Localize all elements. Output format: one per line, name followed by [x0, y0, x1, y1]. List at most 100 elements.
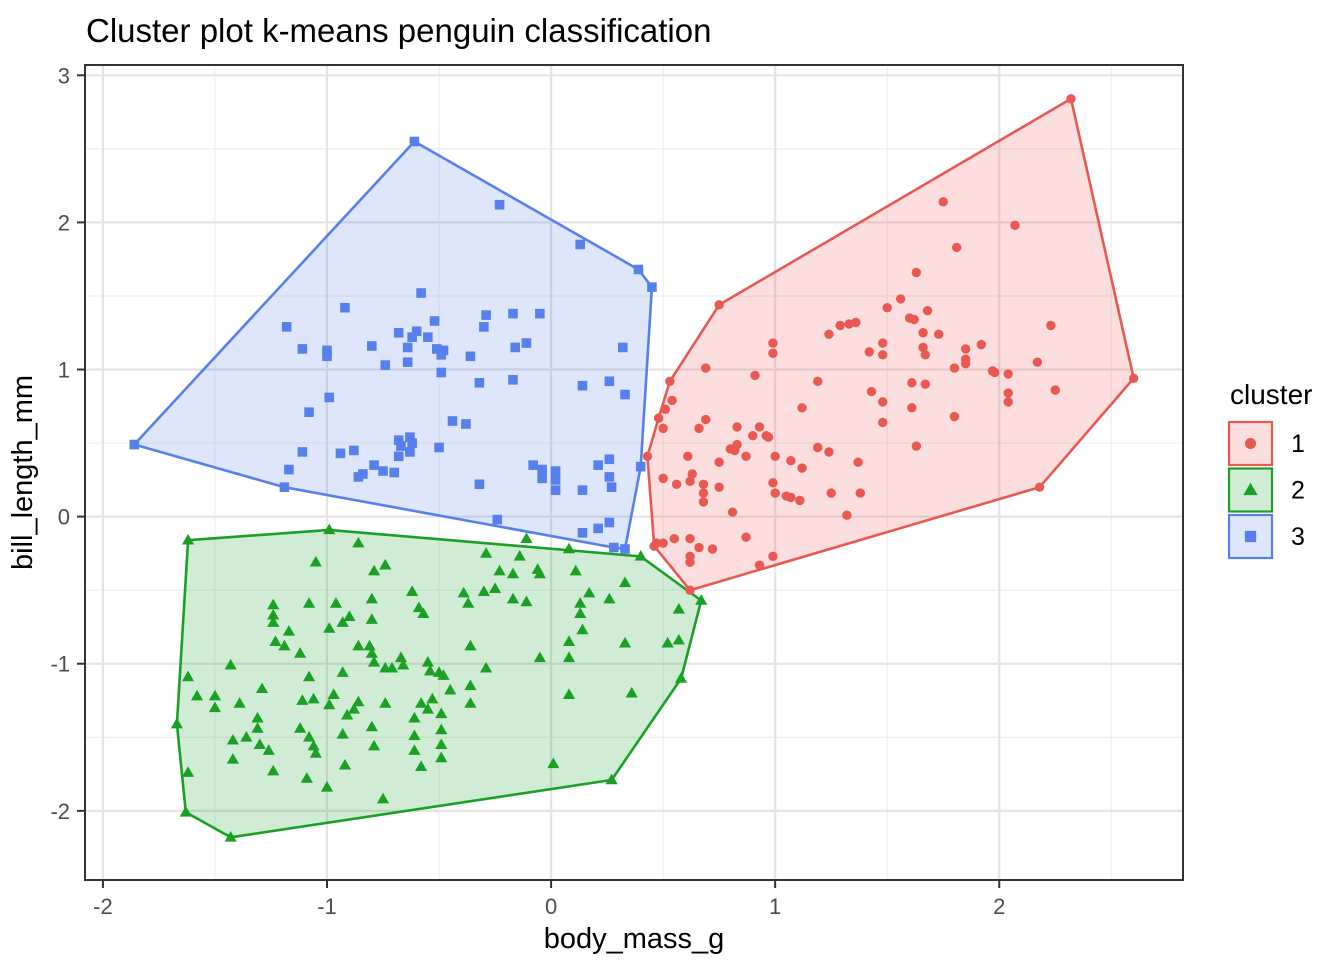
data-point: [1032, 357, 1043, 367]
data-point: [464, 639, 477, 651]
data-point: [253, 738, 266, 749]
data-point: [365, 592, 378, 604]
plot-title: Cluster plot k-means penguin classificat…: [86, 12, 711, 49]
data-point: [412, 601, 425, 613]
data-point: [695, 594, 708, 605]
data-point: [770, 488, 780, 498]
data-point: [405, 432, 415, 442]
data-point: [667, 395, 677, 406]
data-point: [1010, 220, 1020, 231]
data-point: [379, 697, 392, 708]
data-point: [464, 679, 477, 691]
data-point: [642, 451, 653, 462]
data-point: [826, 488, 836, 498]
data-point: [922, 305, 933, 316]
data-point: [435, 751, 448, 763]
data-point: [294, 647, 307, 658]
panel-border: [84, 64, 1184, 881]
data-point: [1244, 530, 1257, 543]
data-point: [307, 692, 320, 704]
data-point: [604, 517, 615, 528]
data-point: [411, 326, 422, 337]
data-point: [474, 377, 485, 388]
data-point: [617, 342, 628, 353]
data-point: [508, 375, 518, 385]
data-point: [363, 639, 376, 651]
data-point: [1244, 437, 1257, 450]
data-point: [687, 469, 697, 479]
major-gridlines: [85, 65, 1183, 880]
data-point: [714, 482, 724, 492]
data-point: [423, 332, 433, 342]
data-point: [323, 523, 336, 535]
data-point: [396, 441, 406, 451]
data-point: [320, 781, 334, 792]
data-point: [658, 423, 668, 434]
data-point: [748, 431, 758, 441]
data-point: [365, 720, 378, 732]
data-point: [976, 339, 987, 350]
data-point: [309, 747, 322, 758]
data-point: [435, 738, 448, 749]
data-point: [323, 698, 336, 710]
x-axis-title: body_mass_g: [544, 923, 725, 955]
data-point: [393, 451, 404, 462]
data-point: [421, 703, 434, 714]
data-point: [493, 564, 506, 576]
x-tick-label: 2: [993, 894, 1005, 919]
data-point: [367, 739, 381, 751]
data-point: [465, 351, 476, 362]
data-point: [492, 514, 503, 525]
data-point: [444, 683, 457, 695]
data-point: [267, 764, 280, 776]
data-point: [365, 647, 378, 658]
data-point: [671, 479, 682, 489]
data-point: [562, 651, 576, 663]
data-point: [436, 367, 447, 378]
data-point: [405, 447, 415, 457]
legend-entry-3: 3: [1227, 513, 1305, 560]
data-point: [895, 294, 906, 304]
data-point: [625, 686, 638, 698]
data-point: [770, 451, 780, 462]
data-point: [282, 625, 296, 636]
y-tick-label: -2: [50, 799, 70, 824]
data-point: [262, 744, 275, 755]
data-point: [208, 689, 222, 701]
data-point: [170, 717, 183, 729]
data-point: [653, 413, 664, 423]
data-point: [393, 327, 404, 338]
data-point: [434, 442, 444, 453]
data-point: [750, 370, 760, 381]
data-point: [878, 338, 888, 348]
data-point: [537, 473, 547, 484]
data-point: [701, 414, 711, 425]
data-point: [620, 544, 630, 554]
data-point: [181, 670, 195, 682]
data-point: [435, 707, 448, 719]
data-point: [309, 555, 322, 567]
x-tick-label: 0: [545, 894, 557, 919]
data-point: [674, 672, 688, 683]
data-point: [949, 411, 960, 422]
data-point: [521, 338, 532, 348]
legend: cluster 1 2 3: [1227, 379, 1312, 560]
data-point: [672, 633, 685, 645]
data-point: [951, 242, 962, 253]
data-point: [741, 532, 751, 542]
data-point: [714, 300, 724, 310]
data-point: [429, 316, 440, 326]
data-point: [397, 658, 410, 670]
data-point: [550, 485, 561, 495]
x-axis: -2 -1 0 1 2: [93, 880, 1005, 919]
data-point: [181, 533, 195, 545]
data-point: [352, 536, 365, 548]
data-point: [658, 473, 668, 484]
data-point: [866, 386, 877, 397]
data-point: [620, 389, 630, 400]
data-point: [768, 478, 778, 488]
data-point: [797, 403, 807, 413]
data-point: [593, 523, 603, 534]
data-point: [421, 655, 434, 667]
data-point: [635, 461, 646, 472]
